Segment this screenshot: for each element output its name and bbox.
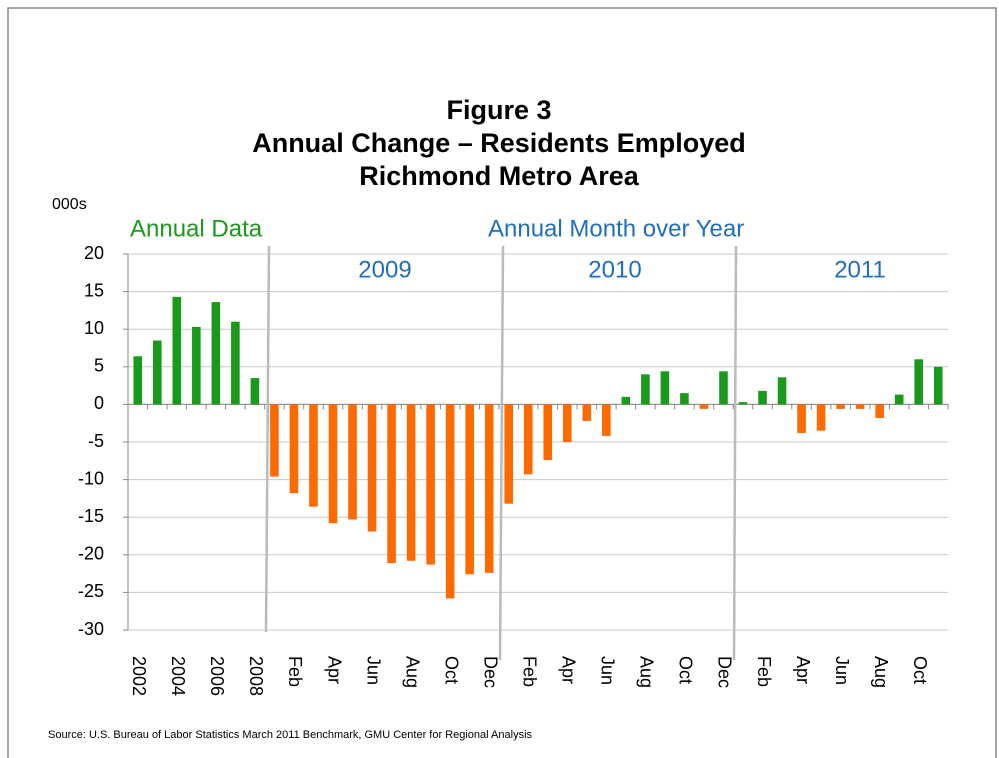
x-tick-label: 2004 [168,656,188,696]
bar [406,404,416,561]
annotation: Annual Data [130,215,263,242]
bar [504,404,514,504]
bar [894,394,904,405]
bar [133,356,143,405]
bar [231,321,240,405]
bar [738,402,748,405]
bar [348,404,357,520]
x-tick-label: Oct [441,656,461,684]
x-tick-label: 2002 [129,656,149,696]
y-axis-label: 000s [52,196,87,213]
y-tick-label: 0 [94,393,104,413]
bar [582,404,592,421]
bar [309,404,318,507]
y-tick-label: -10 [78,468,104,488]
x-tick-label: 2006 [207,656,227,696]
x-tick-label: Dec [480,656,500,688]
bar [680,393,689,405]
bar [602,404,611,436]
separator [264,245,271,633]
x-tick-label: Jun [363,656,383,685]
annotation: 2011 [834,256,886,283]
bar [523,404,533,475]
bar [152,340,162,405]
annotation: 2010 [588,256,641,283]
y-tick-label: -15 [78,506,104,526]
bar [543,404,553,461]
x-tick-label: Oct [676,656,696,684]
bar [836,404,845,409]
x-tick-label: 2008 [246,656,266,696]
bar [914,359,924,405]
bar [426,404,435,565]
bar [445,404,455,599]
y-tick-label: 20 [84,243,104,263]
x-tick-label: Dec [715,656,735,688]
annotation: Annual Month over Year [488,215,744,242]
y-tick-label: 5 [94,356,104,376]
x-tick-label: Apr [559,656,579,684]
x-tick-label: Feb [754,656,774,687]
y-tick-label: -30 [78,619,104,639]
y-tick-label: -5 [88,431,104,451]
bar [777,377,787,405]
annotation: 2009 [358,256,411,283]
y-tick-label: 15 [84,280,104,300]
bar [933,366,943,405]
x-tick-label: Apr [793,656,813,684]
x-tick-label: Aug [402,656,422,688]
bar [172,296,182,405]
x-tick-label: Apr [324,656,344,684]
x-tick-label: Feb [285,656,305,687]
bar [289,404,299,494]
bar [797,404,806,433]
bar [699,404,709,409]
bar [562,404,572,442]
x-tick-label: Aug [637,656,657,688]
separator [732,245,738,661]
frame [7,7,997,758]
source: Source: U.S. Bureau of Labor Statistics … [48,729,533,741]
bar [328,404,338,524]
bar [816,404,826,431]
chart-title: Annual Change – Residents Employed [252,128,746,158]
bar [660,371,670,405]
bar [484,404,494,573]
bar [855,404,865,409]
bar [211,302,221,405]
chart-title: Richmond Metro Area [359,161,640,191]
bar [270,404,279,477]
bar [387,404,396,564]
x-tick-label: Jun [598,656,618,685]
bar [641,374,650,405]
x-tick-label: Aug [871,656,891,688]
bar [250,378,260,405]
bar [758,390,767,405]
x-tick-label: Jun [832,656,852,685]
separator [498,245,505,661]
y-tick-label: -20 [78,544,104,564]
chart-title: Figure 3 [446,95,551,125]
x-tick-label: Oct [910,656,930,684]
bar [875,404,884,418]
bar [719,371,728,405]
bar [192,326,201,405]
y-tick-label: -25 [78,581,104,601]
y-tick-label: 10 [84,318,104,338]
x-tick-label: Feb [519,656,539,687]
bar [367,404,377,532]
bar [621,396,631,405]
bar [465,404,474,575]
